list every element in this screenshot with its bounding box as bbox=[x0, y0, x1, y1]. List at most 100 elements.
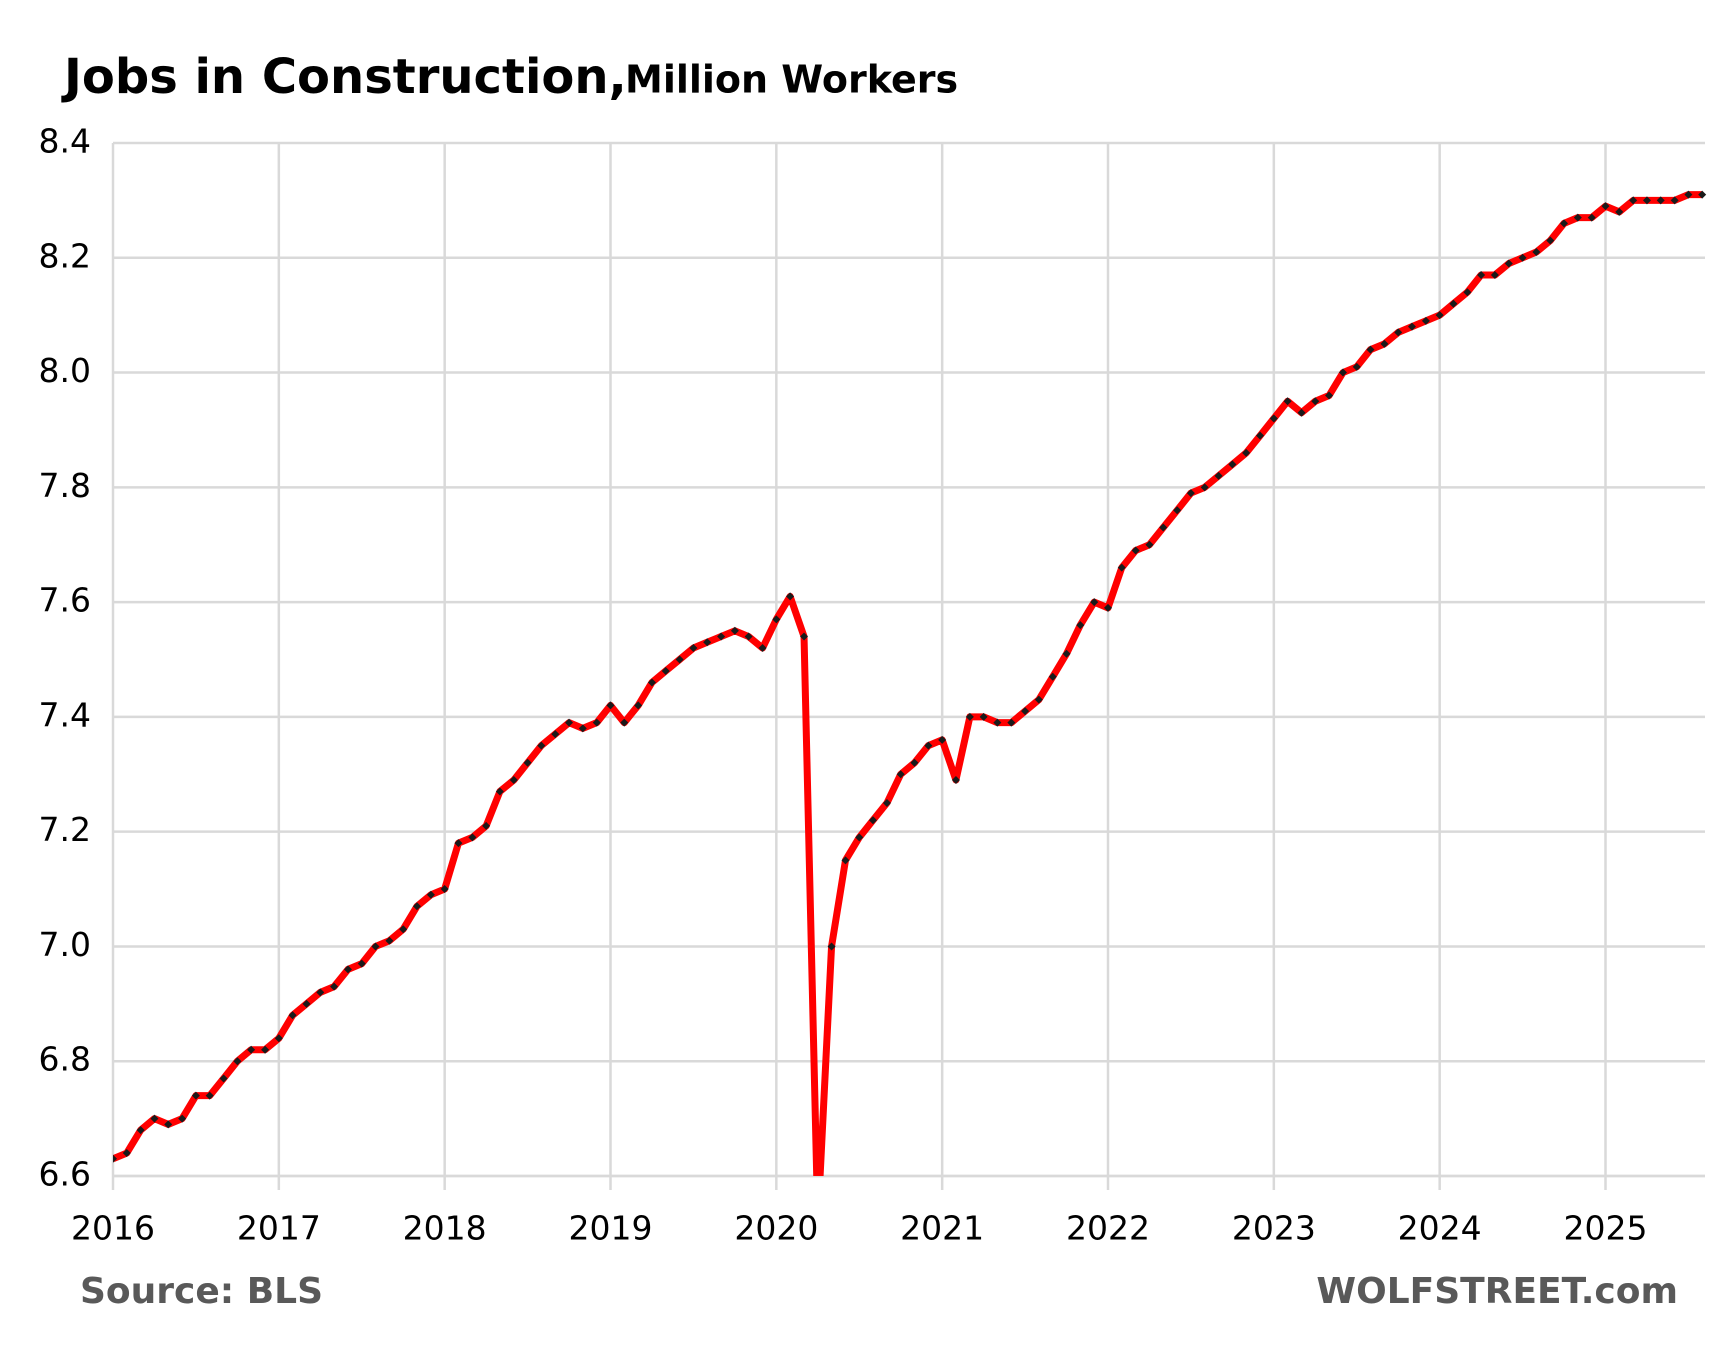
data-point bbox=[1048, 672, 1057, 681]
data-point bbox=[1352, 362, 1361, 371]
data-point bbox=[1366, 345, 1375, 354]
data-point bbox=[869, 816, 878, 825]
x-tick-label: 2020 bbox=[734, 1209, 818, 1248]
data-point bbox=[219, 1074, 228, 1083]
data-point bbox=[620, 718, 629, 727]
data-point bbox=[592, 718, 601, 727]
data-point bbox=[703, 638, 712, 647]
data-point bbox=[634, 701, 643, 710]
data-point bbox=[247, 1045, 256, 1054]
data-point bbox=[371, 942, 380, 951]
y-tick-label: 8.4 bbox=[39, 122, 91, 161]
data-point bbox=[1325, 391, 1334, 400]
data-point bbox=[1034, 695, 1043, 704]
data-point bbox=[1656, 196, 1665, 205]
data-point bbox=[910, 758, 919, 767]
data-point bbox=[744, 632, 753, 641]
data-point bbox=[1546, 236, 1555, 245]
data-point bbox=[1145, 540, 1154, 549]
data-point bbox=[1228, 460, 1237, 469]
data-point bbox=[150, 1114, 159, 1123]
data-point bbox=[440, 885, 449, 894]
data-point bbox=[412, 902, 421, 911]
data-point bbox=[1629, 196, 1638, 205]
data-point bbox=[979, 712, 988, 721]
x-tick-label: 2022 bbox=[1066, 1209, 1150, 1248]
data-point bbox=[537, 741, 546, 750]
data-point bbox=[1338, 368, 1347, 377]
data-point bbox=[993, 718, 1002, 727]
data-point bbox=[205, 1091, 214, 1100]
data-point bbox=[343, 965, 352, 974]
data-point bbox=[1200, 483, 1209, 492]
x-tick-label: 2019 bbox=[569, 1209, 653, 1248]
data-point bbox=[1463, 288, 1472, 297]
data-point bbox=[1104, 603, 1112, 612]
data-point bbox=[578, 724, 587, 733]
y-tick-label: 7.6 bbox=[39, 581, 91, 620]
data-point bbox=[1283, 397, 1292, 406]
data-point bbox=[896, 770, 905, 779]
data-point bbox=[233, 1057, 242, 1066]
data-point bbox=[1435, 311, 1444, 320]
data-point bbox=[1380, 339, 1389, 348]
y-tick-label: 7.2 bbox=[39, 810, 91, 849]
data-point bbox=[551, 730, 560, 739]
data-point bbox=[468, 833, 477, 842]
data-point bbox=[675, 655, 684, 664]
data-point bbox=[495, 787, 504, 796]
y-tick-label: 6.6 bbox=[39, 1155, 91, 1194]
data-point bbox=[1117, 563, 1126, 572]
data-point bbox=[1504, 259, 1513, 268]
data-point bbox=[758, 644, 767, 653]
data-point bbox=[302, 999, 311, 1008]
data-point bbox=[113, 1154, 117, 1163]
data-point bbox=[938, 735, 947, 744]
data-point bbox=[164, 1120, 173, 1129]
data-point bbox=[1601, 202, 1610, 211]
data-point bbox=[261, 1045, 270, 1054]
x-tick-label: 2018 bbox=[403, 1209, 487, 1248]
data-point bbox=[1256, 431, 1265, 440]
data-point bbox=[717, 632, 726, 641]
x-tick-label: 2024 bbox=[1398, 1209, 1482, 1248]
data-point bbox=[827, 942, 836, 951]
data-point bbox=[1532, 248, 1541, 257]
y-tick-label: 8.0 bbox=[39, 351, 91, 390]
data-point bbox=[772, 615, 781, 624]
data-point bbox=[191, 1091, 200, 1100]
data-point bbox=[924, 741, 933, 750]
data-point bbox=[1076, 621, 1085, 630]
data-point bbox=[661, 666, 670, 675]
plot-area bbox=[113, 190, 1707, 1176]
x-tick-label: 2021 bbox=[900, 1209, 984, 1248]
data-point bbox=[1173, 506, 1182, 515]
data-point bbox=[1297, 408, 1306, 417]
data-point bbox=[1698, 190, 1707, 199]
data-point bbox=[357, 959, 366, 968]
data-point bbox=[136, 1126, 145, 1135]
data-point bbox=[1449, 299, 1458, 308]
data-point bbox=[606, 701, 615, 710]
data-point bbox=[1394, 328, 1403, 337]
data-point bbox=[1421, 316, 1430, 325]
data-point bbox=[482, 821, 491, 830]
x-tick-label: 2017 bbox=[237, 1209, 321, 1248]
data-point bbox=[288, 1011, 297, 1020]
y-tick-label: 7.8 bbox=[39, 466, 91, 505]
chart-subtitle: Million Workers bbox=[625, 58, 958, 102]
y-tick-label: 6.8 bbox=[39, 1040, 91, 1079]
data-point bbox=[178, 1114, 187, 1123]
data-point bbox=[1186, 489, 1195, 498]
data-point bbox=[330, 982, 339, 991]
data-point bbox=[965, 712, 974, 721]
data-point bbox=[1615, 207, 1624, 216]
data-point bbox=[1587, 213, 1596, 222]
data-point bbox=[1518, 253, 1527, 262]
data-point bbox=[523, 758, 532, 767]
series-line bbox=[113, 191, 1703, 1176]
data-point bbox=[882, 798, 891, 807]
data-point bbox=[951, 776, 960, 785]
data-point bbox=[1560, 219, 1569, 228]
data-point bbox=[647, 678, 656, 687]
